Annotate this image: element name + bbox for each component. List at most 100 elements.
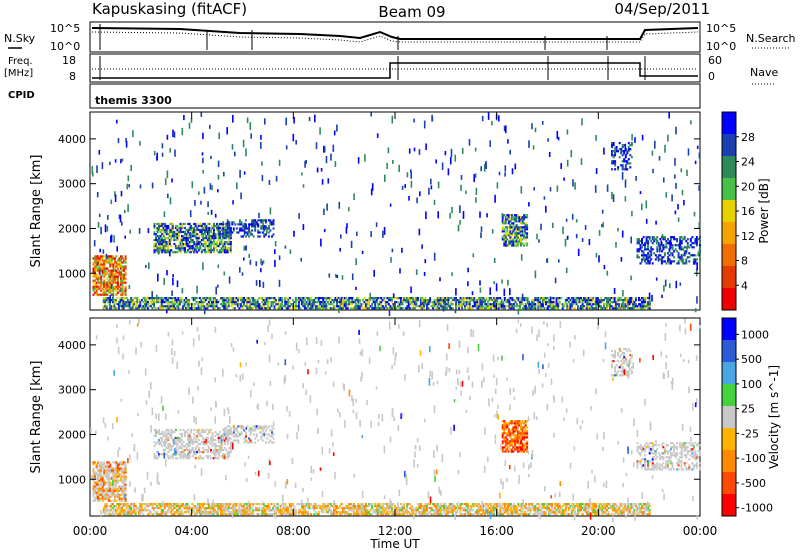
data-cell: [220, 507, 223, 510]
data-cell: [177, 439, 180, 442]
data-cell: [264, 118, 266, 125]
data-cell: [264, 233, 267, 236]
data-cell: [228, 241, 231, 244]
data-cell: [262, 219, 264, 226]
data-cell: [296, 305, 299, 308]
data-cell: [121, 293, 124, 296]
data-cell: [179, 303, 181, 306]
data-cell: [177, 297, 180, 300]
data-cell: [304, 299, 306, 302]
data-cell: [150, 305, 152, 308]
data-cell: [101, 495, 104, 498]
data-cell: [276, 505, 279, 508]
data-cell: [184, 434, 186, 438]
data-cell: [509, 305, 512, 308]
data-cell: [185, 447, 188, 450]
data-cell: [206, 247, 209, 250]
data-cell: [676, 250, 679, 253]
data-cell: [165, 237, 168, 240]
data-cell: [260, 225, 263, 228]
data-cell: [509, 242, 512, 245]
data-cell: [683, 250, 686, 253]
data-cell: [92, 495, 95, 498]
data-cell: [118, 257, 121, 260]
data-cell: [192, 509, 195, 512]
data-cell: [348, 207, 350, 212]
data-cell: [97, 483, 100, 486]
data-cell: [663, 236, 666, 239]
data-cell: [610, 297, 613, 300]
data-cell: [353, 193, 355, 200]
data-cell: [656, 236, 659, 239]
data-cell: [260, 258, 262, 265]
data-cell: [601, 224, 603, 228]
data-cell: [677, 260, 680, 263]
data-cell: [514, 299, 517, 302]
data-cell: [562, 226, 564, 235]
data-cell: [156, 228, 159, 232]
data-cell: [128, 307, 131, 310]
data-cell: [427, 301, 430, 304]
data-cell: [479, 297, 482, 300]
data-cell: [336, 299, 338, 302]
data-cell: [158, 428, 161, 432]
data-cell: [409, 297, 412, 300]
data-cell: [465, 297, 468, 300]
data-cell: [669, 243, 671, 249]
data-cell: [680, 236, 683, 239]
data-cell: [267, 307, 270, 310]
data-cell: [121, 281, 124, 284]
data-cell: [629, 154, 632, 157]
data-cell: [490, 299, 493, 302]
data-cell: [226, 243, 229, 246]
data-cell: [161, 445, 164, 448]
data-cell: [156, 222, 159, 226]
data-cell: [120, 497, 122, 500]
data-cell: [212, 301, 215, 304]
data-cell: [694, 242, 697, 245]
data-cell: [510, 238, 513, 241]
data-cell: [94, 477, 97, 480]
data-cell: [121, 285, 124, 288]
data-cell: [114, 191, 116, 197]
data-cell: [263, 435, 266, 438]
data-cell: [555, 305, 558, 308]
data-cell: [103, 259, 106, 262]
data-cell: [214, 445, 217, 448]
data-cell: [252, 429, 255, 432]
data-cell: [613, 307, 616, 310]
data-cell: [143, 507, 146, 510]
data-cell: [143, 297, 146, 300]
data-cell: [627, 148, 630, 151]
data-cell: [246, 307, 249, 310]
data-cell: [98, 479, 101, 482]
data-cell: [217, 439, 220, 442]
data-cell: [203, 237, 206, 240]
data-cell: [229, 507, 232, 510]
data-cell: [213, 222, 215, 226]
data-cell: [287, 509, 290, 512]
data-cell: [624, 305, 627, 308]
data-cell: [230, 299, 233, 302]
data-cell: [103, 495, 106, 498]
data-cell: [217, 174, 220, 180]
nsky-label: N.Sky: [4, 32, 36, 45]
data-cell: [667, 134, 669, 142]
data-cell: [615, 150, 618, 153]
data-cell: [499, 305, 502, 308]
data-cell: [592, 299, 595, 302]
data-cell: [196, 451, 199, 454]
data-cell: [203, 251, 206, 254]
data-cell: [473, 301, 476, 307]
data-cell: [95, 281, 98, 284]
data-cell: [580, 307, 582, 310]
data-cell: [179, 436, 182, 440]
data-cell: [173, 131, 176, 138]
data-cell: [106, 267, 109, 270]
data-cell: [426, 301, 428, 304]
data-cell: [341, 275, 344, 280]
data-cell: [164, 453, 167, 456]
data-cell: [243, 505, 245, 508]
data-cell: [563, 303, 566, 306]
data-cell: [205, 436, 208, 440]
